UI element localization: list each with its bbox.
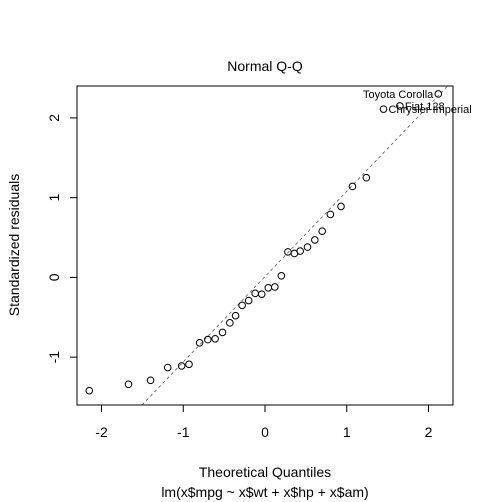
model-caption: lm(x$mpg ~ x$wt + x$hp + x$am) bbox=[161, 484, 368, 500]
data-point bbox=[277, 272, 286, 280]
data-point bbox=[337, 202, 345, 211]
data-point bbox=[318, 227, 327, 235]
point-label: Fiat 128 bbox=[405, 101, 445, 113]
y-axis-label: Standardized residuals bbox=[6, 174, 22, 316]
data-point bbox=[379, 105, 388, 113]
y-axis: -1 0 1 2 bbox=[46, 114, 78, 364]
data-point bbox=[296, 247, 304, 255]
point-label: Toyota Corolla bbox=[363, 89, 434, 101]
x-tick-label: -2 bbox=[95, 424, 108, 440]
x-axis-label: Theoretical Quantiles bbox=[199, 464, 331, 480]
data-point bbox=[251, 289, 259, 298]
data-point bbox=[271, 283, 279, 291]
data-point bbox=[396, 102, 404, 110]
data-point bbox=[211, 335, 219, 343]
data-point bbox=[124, 380, 133, 389]
x-tick-label: -1 bbox=[177, 424, 190, 440]
data-point bbox=[238, 301, 246, 310]
data-point bbox=[218, 328, 227, 337]
data-point bbox=[434, 90, 443, 98]
y-tick-label: 2 bbox=[46, 114, 62, 122]
data-point bbox=[85, 386, 94, 395]
data-point bbox=[226, 319, 234, 327]
y-tick-label: 0 bbox=[46, 273, 62, 281]
chart-title: Normal Q-Q bbox=[227, 58, 303, 74]
point-label: Chrysler Imperial bbox=[389, 104, 472, 116]
data-point bbox=[362, 173, 371, 182]
x-tick-label: 1 bbox=[343, 424, 351, 440]
data-point bbox=[195, 338, 204, 347]
data-point bbox=[146, 376, 155, 385]
data-point bbox=[177, 362, 186, 370]
x-tick-label: 0 bbox=[261, 424, 269, 440]
x-tick-label: 2 bbox=[425, 424, 433, 440]
data-point bbox=[163, 363, 172, 372]
reference-line bbox=[141, 85, 448, 406]
data-point bbox=[203, 335, 212, 344]
plot-area-border bbox=[76, 85, 454, 406]
data-point bbox=[303, 243, 312, 251]
data-point bbox=[244, 296, 253, 305]
x-axis: -2 -1 0 1 2 bbox=[95, 404, 433, 440]
data-point bbox=[284, 248, 292, 256]
data-point bbox=[231, 311, 240, 320]
data-points bbox=[85, 90, 443, 395]
data-point bbox=[185, 360, 193, 369]
y-tick-label: -1 bbox=[46, 351, 62, 364]
data-point bbox=[264, 283, 273, 292]
data-point bbox=[257, 290, 266, 298]
data-point bbox=[348, 182, 357, 191]
data-point bbox=[326, 210, 335, 219]
y-tick-label: 1 bbox=[46, 194, 62, 202]
data-point bbox=[311, 236, 319, 244]
